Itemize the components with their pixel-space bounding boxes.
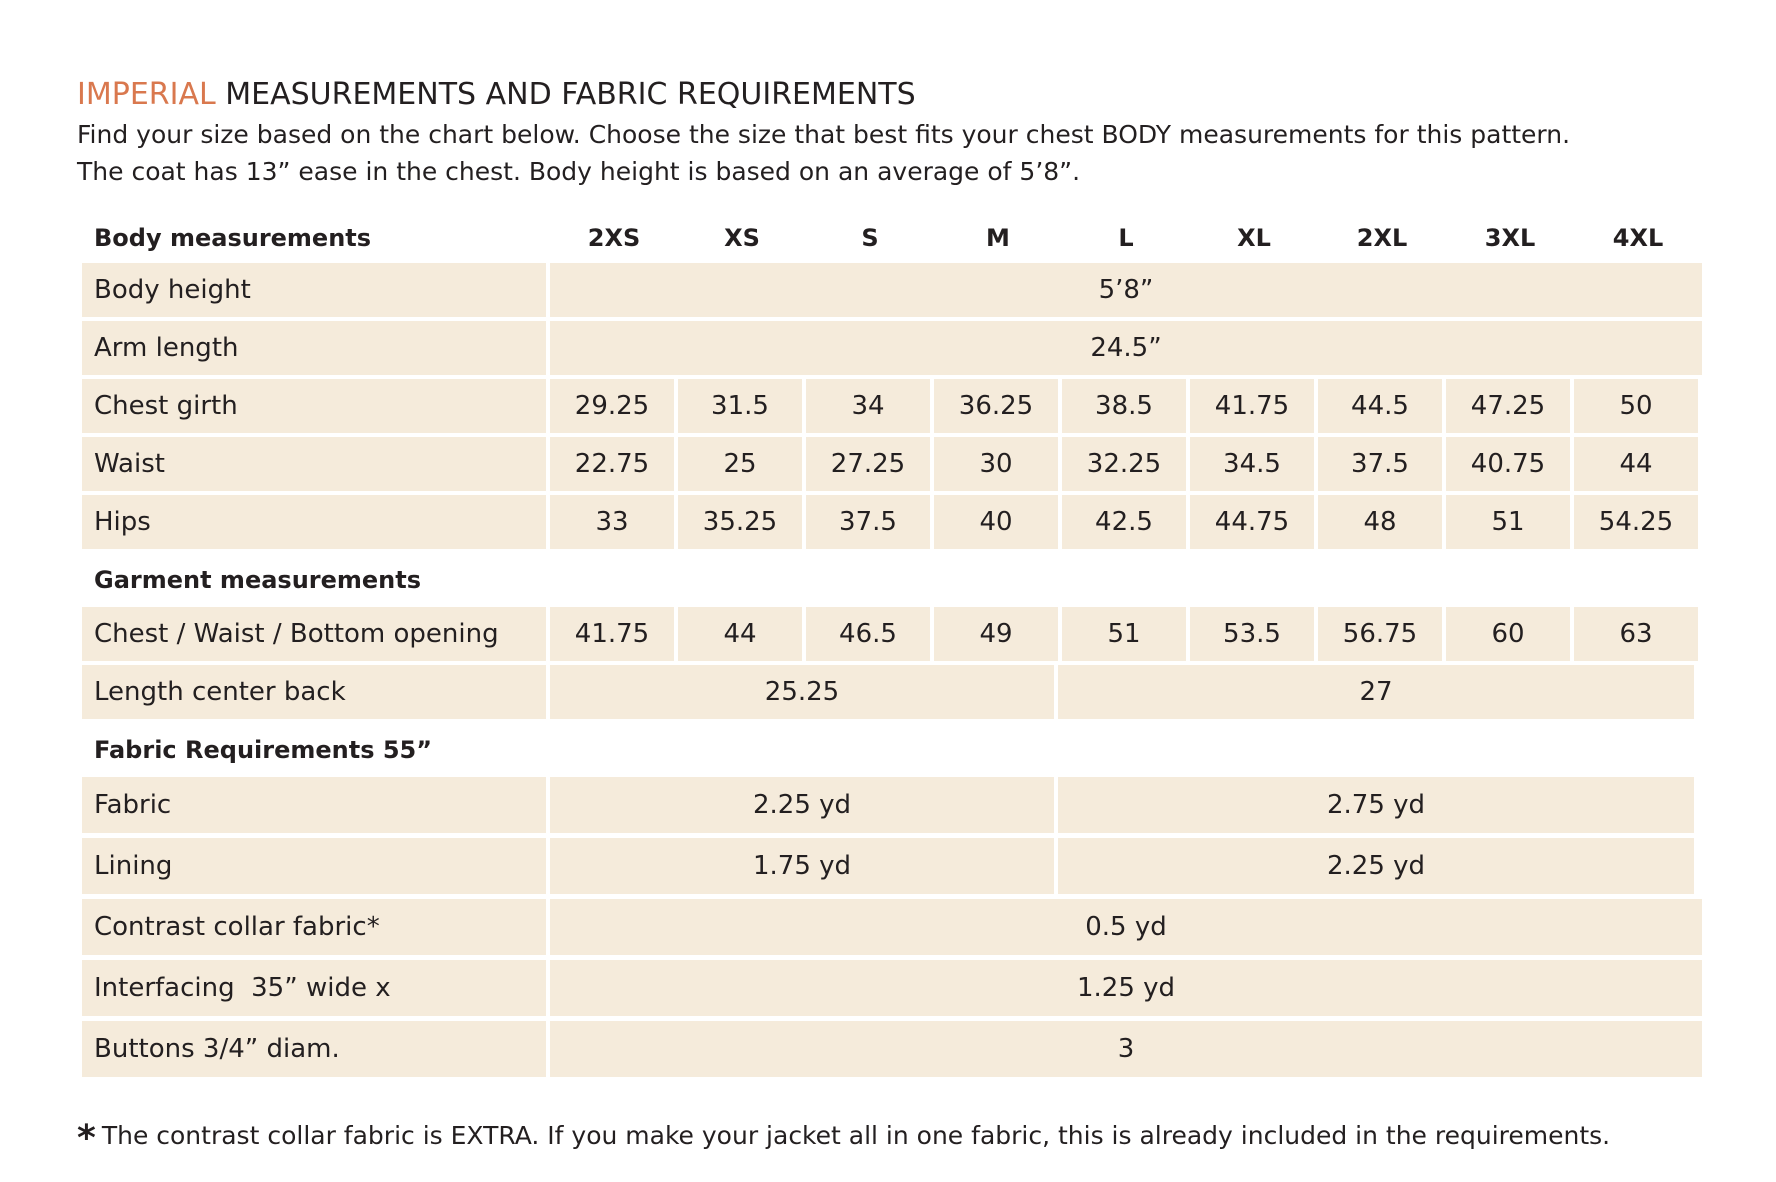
value-cell: 48 — [1318, 495, 1442, 549]
value-cell: 29.25 — [550, 379, 674, 433]
value-cell: 36.25 — [934, 379, 1058, 433]
row-label: Interfacing 35” wide x — [82, 960, 546, 1016]
size-header: S — [861, 224, 879, 252]
value-cell: 60 — [1446, 607, 1570, 661]
size-header: XL — [1237, 224, 1271, 252]
table-row-fabric: Fabric 2.25 yd 2.75 yd — [82, 777, 1704, 833]
table-row-waist: Waist 22.75 25 27.25 30 32.25 34.5 37.5 … — [82, 437, 1704, 491]
table-row-chest-girth: Chest girth 29.25 31.5 34 36.25 38.5 41.… — [82, 379, 1704, 433]
size-header: L — [1118, 224, 1134, 252]
value-cell: 54.25 — [1574, 495, 1698, 549]
merged-value-cell: 27 — [1058, 665, 1694, 719]
value-cell: 49 — [934, 607, 1058, 661]
merged-value-cell: 1.25 yd — [550, 960, 1702, 1016]
footnote: * The contrast collar fabric is EXTRA. If… — [77, 1118, 1610, 1159]
value-cell: 44.75 — [1190, 495, 1314, 549]
value-cell: 34 — [806, 379, 930, 433]
row-label: Lining — [82, 838, 546, 894]
size-header: 2XL — [1356, 224, 1408, 252]
merged-value-cell: 2.25 yd — [1058, 838, 1694, 894]
value-cell: 22.75 — [550, 437, 674, 491]
intro-text: Find your size based on the chart below.… — [77, 116, 1727, 190]
table-row-hips: Hips 33 35.25 37.5 40 42.5 44.75 48 51 5… — [82, 495, 1704, 549]
value-cell: 63 — [1574, 607, 1698, 661]
row-label: Hips — [82, 495, 546, 549]
value-cell: 51 — [1446, 495, 1570, 549]
value-cell: 42.5 — [1062, 495, 1186, 549]
row-label: Fabric — [82, 777, 546, 833]
merged-value-cell: 2.75 yd — [1058, 777, 1694, 833]
value-cell: 41.75 — [550, 607, 674, 661]
size-header: XS — [724, 224, 760, 252]
merged-value-cell: 3 — [550, 1021, 1702, 1077]
section-heading-fabric: Fabric Requirements 55” — [94, 736, 433, 764]
value-cell: 30 — [934, 437, 1058, 491]
footnote-text: The contrast collar fabric is EXTRA. If … — [101, 1121, 1611, 1150]
row-label: Arm length — [82, 321, 546, 375]
merged-value-cell: 2.25 yd — [550, 777, 1054, 833]
footnote-asterisk: * — [77, 1118, 96, 1159]
title-accent: IMPERIAL — [77, 77, 216, 112]
row-label: Chest girth — [82, 379, 546, 433]
row-label: Buttons 3/4” diam. — [82, 1021, 546, 1077]
merged-value-cell: 1.75 yd — [550, 838, 1054, 894]
value-cell: 37.5 — [806, 495, 930, 549]
table-row-buttons: Buttons 3/4” diam. 3 — [82, 1021, 1704, 1077]
table-row-length-center-back: Length center back 25.25 27 — [82, 665, 1704, 719]
value-cell: 32.25 — [1062, 437, 1186, 491]
header-label: Body measurements — [94, 224, 372, 252]
value-cell: 44 — [1574, 437, 1698, 491]
value-cell: 33 — [550, 495, 674, 549]
value-cell: 40.75 — [1446, 437, 1570, 491]
table-row-body-height: Body height 5’8” — [82, 263, 1704, 317]
size-header: 4XL — [1612, 224, 1664, 252]
row-label: Waist — [82, 437, 546, 491]
value-cell: 27.25 — [806, 437, 930, 491]
value-cell: 35.25 — [678, 495, 802, 549]
row-label: Contrast collar fabric* — [82, 899, 546, 955]
table-row-interfacing: Interfacing 35” wide x 1.25 yd — [82, 960, 1704, 1016]
merged-value-cell: 5’8” — [550, 263, 1702, 317]
title-rest: MEASUREMENTS AND FABRIC REQUIREMENTS — [215, 77, 916, 112]
row-label: Chest / Waist / Bottom opening — [82, 607, 546, 661]
value-cell: 53.5 — [1190, 607, 1314, 661]
merged-value-cell: 25.25 — [550, 665, 1054, 719]
value-cell: 37.5 — [1318, 437, 1442, 491]
table-row-arm-length: Arm length 24.5” — [82, 321, 1704, 375]
intro-line-1: Find your size based on the chart below.… — [77, 120, 1571, 149]
value-cell: 47.25 — [1446, 379, 1570, 433]
table-row-contrast-collar: Contrast collar fabric* 0.5 yd — [82, 899, 1704, 955]
value-cell: 34.5 — [1190, 437, 1314, 491]
value-cell: 44 — [678, 607, 802, 661]
size-header: 3XL — [1484, 224, 1536, 252]
row-label: Body height — [82, 263, 546, 317]
table-row-lining: Lining 1.75 yd 2.25 yd — [82, 838, 1704, 894]
page-title: IMPERIAL MEASUREMENTS AND FABRIC REQUIRE… — [77, 78, 916, 112]
value-cell: 46.5 — [806, 607, 930, 661]
value-cell: 41.75 — [1190, 379, 1314, 433]
size-header: M — [986, 224, 1010, 252]
value-cell: 31.5 — [678, 379, 802, 433]
size-chart-table: Body measurements 2XS XS S M L XL 2XL 3X… — [82, 213, 1704, 1082]
value-cell: 50 — [1574, 379, 1698, 433]
merged-value-cell: 0.5 yd — [550, 899, 1702, 955]
value-cell: 25 — [678, 437, 802, 491]
section-heading-garment: Garment measurements — [94, 566, 422, 594]
row-label: Length center back — [82, 665, 546, 719]
merged-value-cell: 24.5” — [550, 321, 1702, 375]
intro-line-2: The coat has 13” ease in the chest. Body… — [77, 157, 1081, 186]
table-header-row: Body measurements 2XS XS S M L XL 2XL 3X… — [82, 215, 1704, 261]
table-row-chest-waist-bottom: Chest / Waist / Bottom opening 41.75 44 … — [82, 607, 1704, 661]
value-cell: 56.75 — [1318, 607, 1442, 661]
value-cell: 51 — [1062, 607, 1186, 661]
value-cell: 38.5 — [1062, 379, 1186, 433]
value-cell: 44.5 — [1318, 379, 1442, 433]
value-cell: 40 — [934, 495, 1058, 549]
size-header: 2XS — [587, 224, 641, 252]
